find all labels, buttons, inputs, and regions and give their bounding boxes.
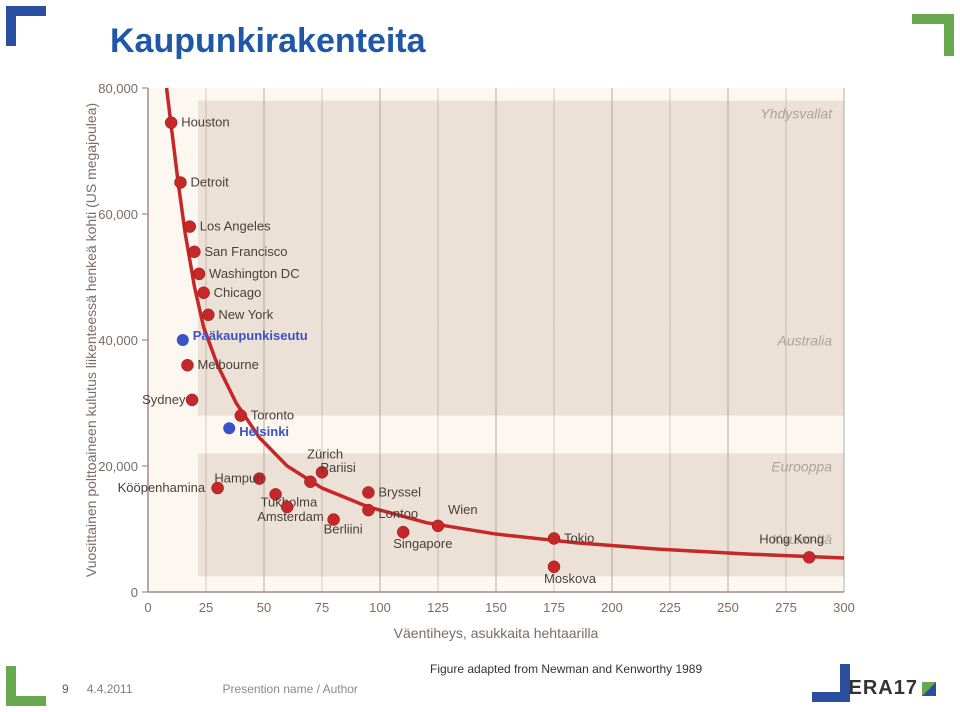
svg-text:Wien: Wien [448,502,478,517]
chart-container: YhdysvallatAustraliaEurooppaKauko-Itä025… [78,78,858,648]
svg-text:Helsinki: Helsinki [239,424,289,439]
svg-text:175: 175 [543,600,565,615]
svg-text:Singapore: Singapore [393,536,452,551]
corner-bl [6,666,46,706]
svg-text:Väentiheys, asukkaita hehtaari: Väentiheys, asukkaita hehtaarilla [394,625,599,641]
svg-text:Vuosittainen polttoaineen kulu: Vuosittainen polttoaineen kulutus liiken… [83,103,99,577]
svg-text:Amsterdam: Amsterdam [257,509,323,524]
svg-text:Australia: Australia [777,332,833,348]
logo-icon [922,682,936,696]
svg-text:0: 0 [131,585,138,600]
svg-text:Bryssel: Bryssel [378,484,421,499]
svg-text:Hong Kong: Hong Kong [759,531,824,546]
svg-text:60,000: 60,000 [98,207,138,222]
svg-text:Melbourne: Melbourne [197,357,258,372]
footer-author: Presention name / Author [223,682,358,696]
svg-text:150: 150 [485,600,507,615]
svg-text:40,000: 40,000 [98,333,138,348]
corner-tl [6,6,46,46]
svg-text:San Francisco: San Francisco [204,244,287,259]
svg-text:200: 200 [601,600,623,615]
logo-text: ERA17 [849,677,918,700]
svg-text:20,000: 20,000 [98,459,138,474]
svg-text:Kööpenhamina: Kööpenhamina [118,480,206,495]
svg-text:25: 25 [199,600,213,615]
footer-date: 4.4.2011 [87,682,133,696]
svg-text:75: 75 [315,600,329,615]
page-number: 9 [62,682,69,696]
era17-logo: ERA17 [849,677,936,700]
svg-text:Houston: Houston [181,115,229,130]
svg-text:Sydney: Sydney [142,392,186,407]
svg-text:Lontoo: Lontoo [378,506,418,521]
svg-text:275: 275 [775,600,797,615]
svg-text:Eurooppa: Eurooppa [771,458,832,474]
svg-text:Tokio: Tokio [564,530,594,545]
svg-text:Washington DC: Washington DC [209,266,300,281]
svg-text:Pääkaupunkiseutu: Pääkaupunkiseutu [193,328,308,343]
svg-text:Moskova: Moskova [544,571,597,586]
svg-text:Yhdysvallat: Yhdysvallat [760,106,833,122]
svg-text:100: 100 [369,600,391,615]
svg-text:0: 0 [144,600,151,615]
corner-tr [912,14,954,56]
svg-text:Hampuri: Hampuri [214,471,263,486]
page-title: Kaupunkirakenteita [110,22,426,61]
svg-text:250: 250 [717,600,739,615]
figure-credit: Figure adapted from Newman and Kenworthy… [430,662,702,676]
corner-br [812,664,850,702]
chart-svg: YhdysvallatAustraliaEurooppaKauko-Itä025… [78,78,858,648]
svg-text:Toronto: Toronto [251,408,294,423]
svg-text:Pariisi: Pariisi [320,460,356,475]
svg-text:Los Angeles: Los Angeles [200,219,271,234]
svg-text:Detroit: Detroit [190,175,229,190]
svg-text:50: 50 [257,600,271,615]
svg-text:125: 125 [427,600,449,615]
svg-text:225: 225 [659,600,681,615]
svg-text:Chicago: Chicago [214,285,262,300]
svg-text:300: 300 [833,600,855,615]
svg-text:80,000: 80,000 [98,81,138,96]
slide: Kaupunkirakenteita Yhdysvallat Australia E… [0,0,960,712]
svg-text:New York: New York [218,307,273,322]
svg-text:Berliini: Berliini [324,522,363,537]
footer: 9 4.4.2011 Presention name / Author [62,682,358,696]
